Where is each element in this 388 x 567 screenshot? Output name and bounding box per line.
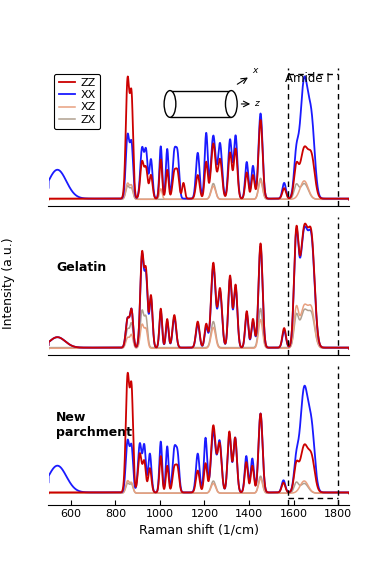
Text: New
parchment: New parchment [56,411,132,439]
Text: Amide I: Amide I [285,72,330,85]
Text: Gelatin: Gelatin [56,261,106,274]
X-axis label: Raman shift (1/cm): Raman shift (1/cm) [139,524,259,536]
Legend: ZZ, XX, XZ, ZX: ZZ, XX, XZ, ZX [54,74,100,129]
Text: RTT: RTT [56,109,83,122]
Text: Intensity (a.u.): Intensity (a.u.) [2,238,15,329]
